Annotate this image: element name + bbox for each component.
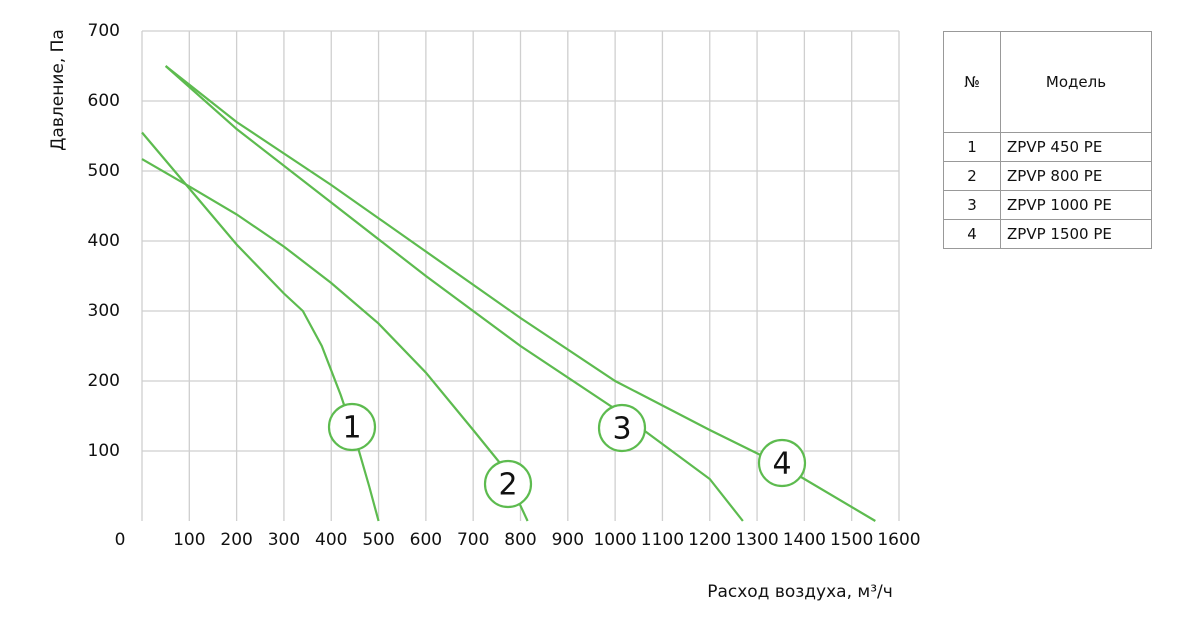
legend-table: № Модель 1 ZPVP 450 PE 2 ZPVP 800 PE 3 ZPVP… — [943, 31, 1152, 249]
cell: ZPVP 1000 PE — [1000, 190, 1152, 220]
y-axis-title: Давление, Па — [48, 29, 68, 151]
cell: 3 — [943, 190, 1001, 220]
cell: 2 — [943, 161, 1001, 191]
row: 1 ZPVP 450 PE — [943, 132, 1152, 162]
x-tick-label: 300 — [268, 530, 300, 550]
x-tick-label: 700 — [457, 530, 489, 550]
series-label: 2 — [498, 468, 517, 503]
series-label: 3 — [612, 412, 631, 447]
series-label-badge — [757, 438, 807, 488]
x-tick-label: 1500 — [830, 530, 873, 550]
y-tick-label: 400 — [88, 231, 120, 251]
x-tick-label: 600 — [410, 530, 442, 550]
cell: ZPVP 450 PE — [1000, 132, 1152, 162]
series-label-badge — [483, 459, 533, 509]
x-tick-label: 100 — [173, 530, 205, 550]
x-tick-label: 1000 — [593, 530, 636, 550]
y-tick-label: 100 — [88, 441, 120, 461]
x-tick-label: 200 — [220, 530, 252, 550]
x-tick-label: 1100 — [641, 530, 684, 550]
series-label-badge — [597, 403, 647, 453]
cell: 1 — [943, 132, 1001, 162]
y-tick-label: 200 — [88, 371, 120, 391]
x-tick-label: 900 — [552, 530, 584, 550]
header-cell: Модель — [1000, 31, 1152, 133]
cell: ZPVP 1500 PE — [1000, 219, 1152, 249]
y-tick-label: 600 — [88, 91, 120, 111]
grid — [141, 30, 900, 521]
row: 4 ZPVP 1500 PE — [943, 219, 1152, 249]
cell: ZPVP 800 PE — [1000, 161, 1152, 191]
x-tick-label: 800 — [504, 530, 536, 550]
series-label-badge — [327, 402, 377, 452]
series-label: 4 — [772, 447, 791, 482]
cell: 4 — [943, 219, 1001, 249]
header-cell: № — [943, 31, 1001, 133]
header-row: № Модель — [943, 31, 1152, 133]
x-tick-label: 400 — [315, 530, 347, 550]
series-line — [141, 131, 380, 522]
x-axis-title: Расход воздуха, м³/ч — [707, 582, 893, 602]
row: 2 ZPVP 800 PE — [943, 161, 1152, 191]
series-line — [164, 65, 876, 522]
x-tick-label: 0 — [115, 530, 126, 550]
series-label: 1 — [342, 411, 361, 446]
series-line — [164, 65, 744, 522]
row: 3 ZPVP 1000 PE — [943, 190, 1152, 220]
y-tick-label: 500 — [88, 161, 120, 181]
x-tick-label: 1300 — [735, 530, 778, 550]
series-line — [141, 158, 529, 522]
x-tick-label: 1600 — [877, 530, 920, 550]
y-tick-label: 300 — [88, 301, 120, 321]
x-tick-label: 500 — [362, 530, 394, 550]
y-tick-label: 700 — [88, 21, 120, 41]
x-tick-label: 1200 — [688, 530, 731, 550]
x-tick-label: 1400 — [783, 530, 826, 550]
